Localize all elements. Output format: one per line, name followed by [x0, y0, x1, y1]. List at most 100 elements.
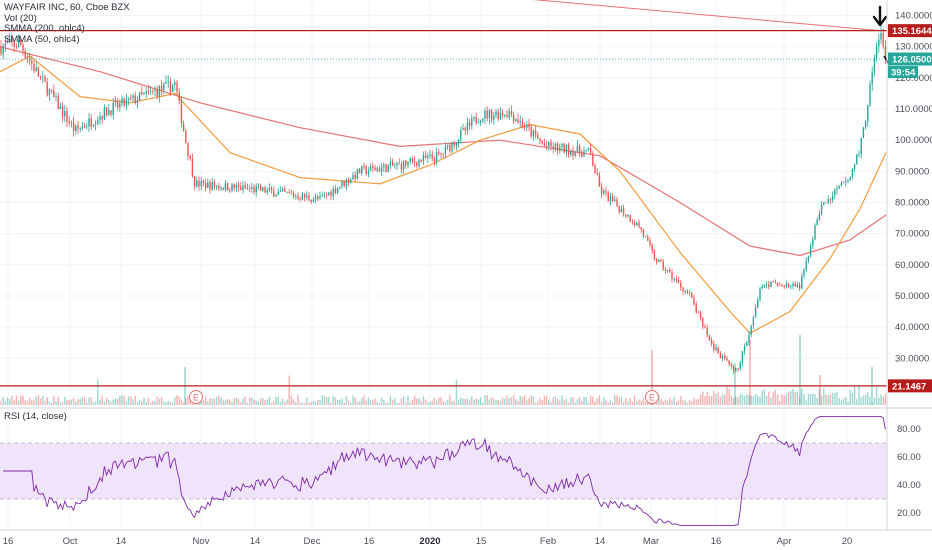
candle-body	[680, 282, 682, 288]
candle-body	[814, 225, 816, 240]
candle-body	[629, 215, 631, 222]
volume-bar	[136, 402, 139, 405]
candle-body	[431, 154, 433, 159]
volume-bar	[110, 402, 112, 405]
volume-bar	[39, 398, 42, 405]
volume-bar	[765, 396, 768, 405]
volume-bar	[411, 400, 414, 405]
earnings-marker-label: E	[649, 393, 655, 403]
volume-bar	[849, 390, 851, 405]
horizontal-lines[interactable]	[0, 30, 887, 387]
candle-body	[526, 124, 528, 128]
candle-body	[200, 180, 202, 187]
candle-body	[405, 160, 407, 166]
candle-body	[473, 117, 475, 119]
volume-bar	[466, 398, 469, 405]
candle-body	[189, 155, 191, 159]
volume-bar	[875, 386, 878, 405]
candle-body	[517, 119, 519, 123]
candle-body	[402, 160, 405, 170]
candle-body	[521, 120, 524, 128]
candle-body	[211, 181, 213, 190]
candle-body	[772, 281, 774, 283]
candle-body	[869, 84, 871, 106]
volume-bar	[479, 397, 482, 405]
candle-body	[292, 193, 295, 197]
volume-bar	[449, 395, 451, 405]
candle-body	[264, 187, 266, 193]
trendline[interactable]	[295, 0, 881, 32]
volume-bar	[473, 399, 475, 405]
volume-bar	[405, 402, 407, 405]
rsi-legend[interactable]: RSI (14, close)	[4, 411, 67, 422]
volume-bar	[325, 397, 328, 405]
candle-body	[53, 90, 55, 98]
volume-bar	[519, 395, 521, 405]
volume-bar	[99, 399, 101, 405]
time-tick-label: 2020	[419, 536, 440, 547]
candle-body	[341, 180, 343, 187]
legend-smma200[interactable]: SMMA (200, ohlc4)	[4, 23, 85, 34]
volume-bar	[596, 398, 598, 405]
volume-bar	[35, 396, 37, 405]
volume-bar	[464, 399, 466, 405]
volume-bar	[512, 395, 515, 405]
legend-smma50[interactable]: SMMA (50, ohlc4)	[4, 33, 80, 45]
candle-body	[55, 96, 57, 98]
candle-body	[303, 193, 306, 198]
volume-bar	[587, 402, 590, 405]
candle-body	[343, 180, 345, 186]
volume-bar	[226, 399, 229, 405]
candle-body	[17, 40, 20, 48]
candle-body	[823, 202, 825, 205]
volume-bar	[81, 396, 84, 405]
volume-bar	[545, 396, 548, 405]
candle-body	[464, 128, 466, 131]
candle-body	[754, 307, 757, 318]
volume-bar	[367, 397, 370, 405]
volume-bar	[24, 400, 26, 405]
candle-body	[229, 190, 231, 192]
candle-body	[97, 120, 99, 124]
volume-bar	[127, 396, 130, 405]
candle-body	[35, 67, 37, 72]
candle-body	[46, 82, 48, 96]
volume-bar	[389, 395, 392, 405]
candle-body	[673, 279, 675, 280]
candle-body	[554, 143, 557, 149]
candle-body	[794, 283, 796, 287]
candle-body	[572, 150, 574, 156]
volume-bar	[644, 401, 647, 405]
volume-bar	[563, 400, 565, 405]
volume-bar	[567, 402, 570, 405]
volume-bar	[677, 400, 680, 405]
volume-bar	[882, 396, 884, 405]
candle-body	[356, 168, 359, 179]
volume-bar	[343, 402, 345, 405]
volume-bar	[422, 396, 425, 405]
candle-body	[798, 284, 801, 289]
volume-bar	[869, 396, 871, 405]
volume-bar	[255, 400, 257, 405]
candle-body	[482, 118, 484, 121]
candle-body	[174, 82, 176, 86]
candle-body	[88, 118, 90, 127]
candle-body	[130, 98, 132, 99]
volume-bar	[583, 397, 585, 405]
candle-body	[284, 189, 286, 192]
volume-bar	[444, 402, 447, 405]
volume-bar	[125, 401, 128, 405]
volume-bar	[823, 388, 825, 405]
candle-body	[310, 199, 312, 202]
legend-volume[interactable]: Vol (20)	[4, 12, 37, 24]
volume-bar	[724, 394, 726, 405]
legend-title[interactable]: WAYFAIR INC, 60, Cboe BZX	[4, 2, 130, 13]
price-tag-label: 135.1644	[892, 26, 932, 37]
candle-body	[570, 150, 572, 155]
volume-bar	[664, 399, 667, 405]
candle-body	[682, 287, 684, 292]
volume-bar	[158, 398, 161, 405]
volume-bar	[90, 397, 92, 405]
